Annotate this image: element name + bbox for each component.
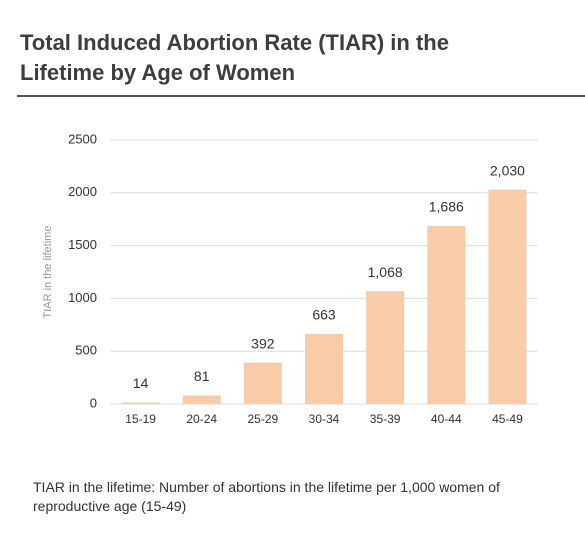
x-tick-label: 25-29 bbox=[248, 412, 279, 426]
footnote: TIAR in the lifetime: Number of abortion… bbox=[33, 479, 500, 514]
value-label: 1,686 bbox=[429, 199, 464, 215]
chart-title: Total Induced Abortion Rate (TIAR) in th… bbox=[20, 30, 449, 85]
value-label: 81 bbox=[194, 368, 210, 384]
x-tick-label: 30-34 bbox=[309, 412, 340, 426]
bar bbox=[121, 402, 160, 404]
value-label: 663 bbox=[312, 307, 336, 323]
bar bbox=[427, 225, 466, 404]
y-tick-label: 2500 bbox=[68, 131, 97, 146]
x-tick-label: 15-19 bbox=[125, 412, 156, 426]
y-tick-label: 2000 bbox=[68, 184, 97, 199]
x-tick-label: 40-44 bbox=[431, 412, 462, 426]
bar bbox=[488, 189, 527, 404]
y-tick-label: 1500 bbox=[68, 237, 97, 252]
value-label: 2,030 bbox=[490, 162, 525, 178]
bar bbox=[182, 395, 221, 404]
y-tick-label: 0 bbox=[90, 395, 97, 410]
y-tick-label: 500 bbox=[75, 343, 97, 358]
value-label: 392 bbox=[251, 335, 275, 351]
title-rule bbox=[17, 95, 585, 97]
bar bbox=[243, 362, 282, 404]
y-tick-label: 1000 bbox=[68, 290, 97, 305]
chart: TIAR in the lifetime 0 500 1000 1500 2000 250… bbox=[42, 131, 538, 426]
x-tick-label: 20-24 bbox=[186, 412, 217, 426]
y-axis-label: TIAR in the lifetime bbox=[42, 226, 54, 319]
x-tick-label: 45-49 bbox=[492, 412, 523, 426]
bar bbox=[366, 291, 405, 404]
bar bbox=[305, 333, 343, 404]
value-label: 1,068 bbox=[368, 264, 403, 280]
value-label: 14 bbox=[133, 375, 149, 391]
x-tick-label: 35-39 bbox=[370, 412, 401, 426]
